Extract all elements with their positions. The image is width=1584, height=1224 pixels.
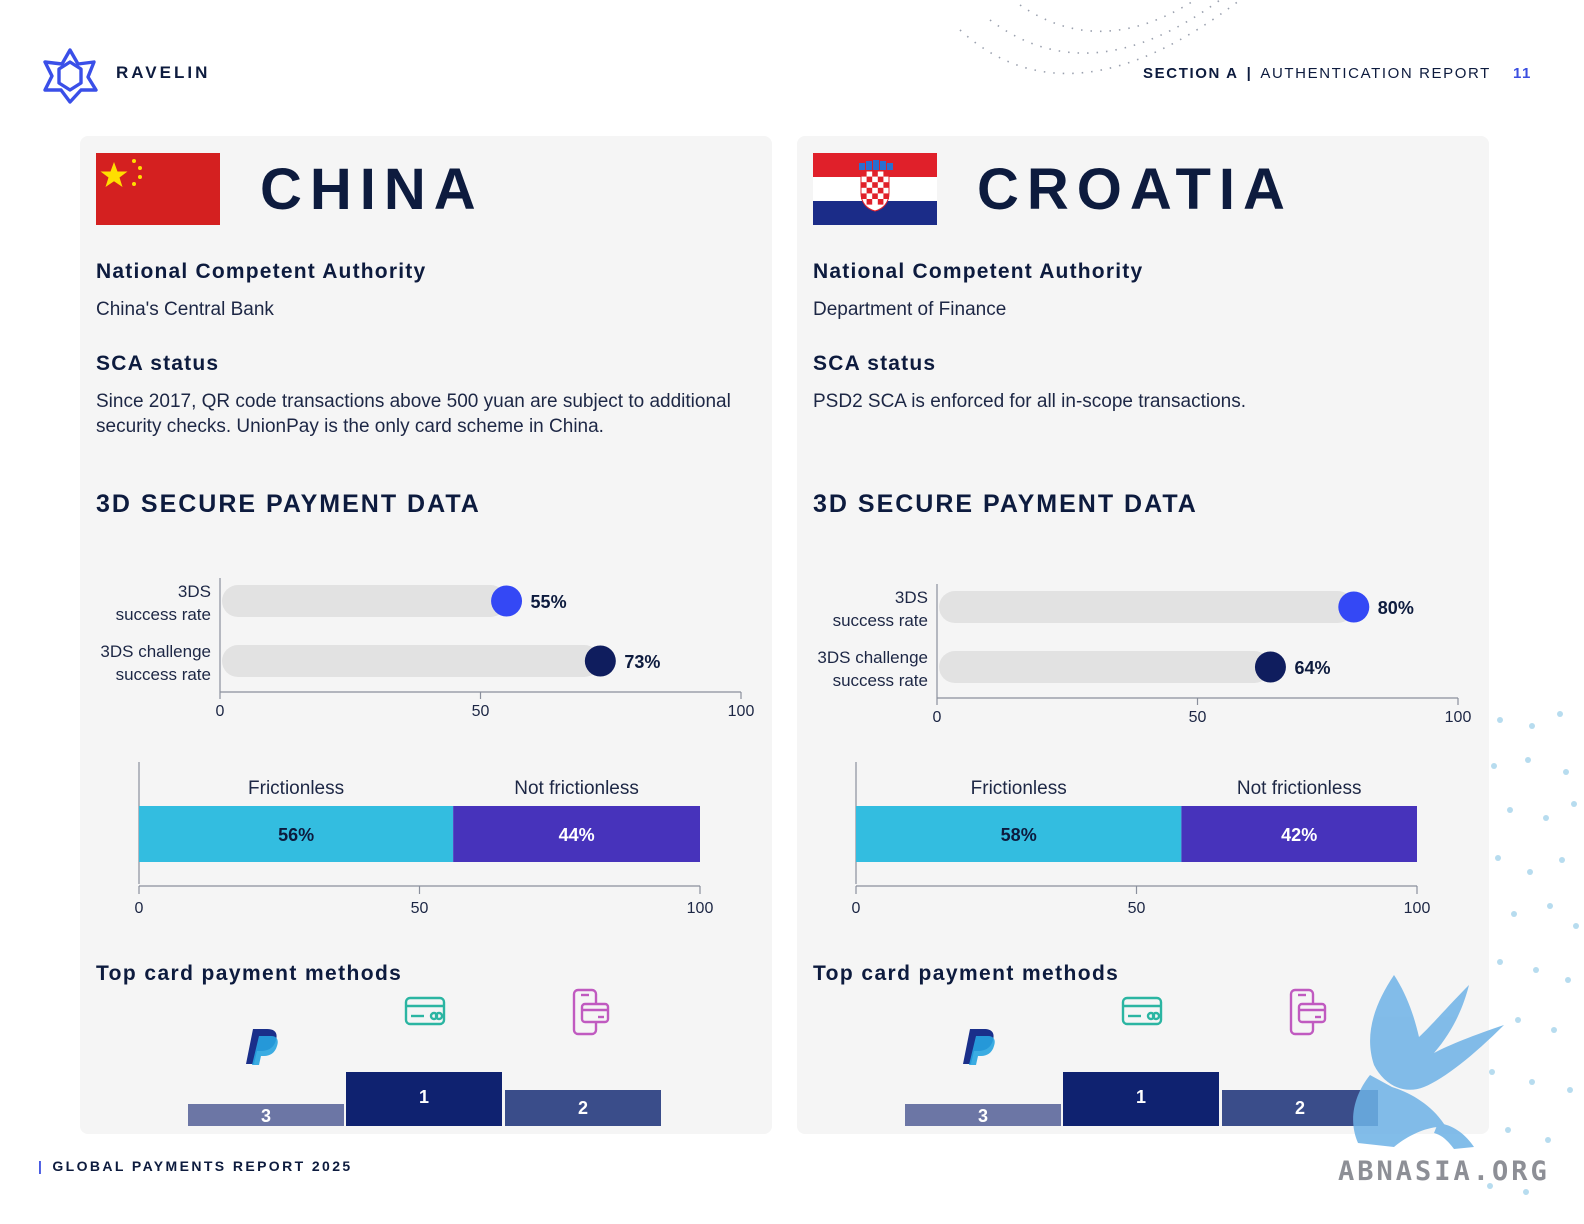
stacked-bar-chart: Frictionless 56% Not frictionless 44% 0 50 100 [80,758,772,928]
podium-step-3: 3 [905,1104,1061,1126]
segment-value-label: 56% [278,825,314,845]
mobile-wallet-icon [1289,988,1327,1036]
section-heading-3ds: 3D SECURE PAYMENT DATA [813,490,1198,519]
segment-value-label: 58% [1001,825,1037,845]
section-label: SECTION A [1143,65,1239,82]
watermark-text: ABNASIA.ORG [1338,1156,1550,1187]
value-dot [585,646,616,677]
sca-heading: SCA status [813,352,936,376]
value-label: 73% [624,652,660,672]
mobile-wallet-icon [572,988,610,1036]
x-tick-label: 0 [852,900,861,917]
category-label: 3DS success rate [116,582,211,624]
dotted-arc-decoration [950,0,1270,110]
x-tick-label: 100 [687,900,714,917]
report-title: AUTHENTICATION REPORT [1260,65,1491,82]
x-tick-label: 50 [411,900,429,917]
legend-label: Frictionless [248,778,344,799]
griffin-watermark-icon [1334,975,1510,1155]
header-separator: | [1247,65,1253,82]
value-dot [1255,652,1286,683]
page-number: 11 [1513,65,1532,82]
header-section-info: SECTION A | AUTHENTICATION REPORT 11 [1143,65,1532,82]
paypal-icon [963,1026,997,1066]
x-tick-label: 100 [1445,709,1472,726]
podium: 3 1 2 [897,1026,1377,1126]
value-label: 55% [531,592,567,612]
top-methods-heading: Top card payment methods [813,962,1119,986]
podium-step-2: 2 [505,1090,661,1126]
paypal-icon [246,1026,280,1066]
top-methods-heading: Top card payment methods [96,962,402,986]
credit-card-icon [1121,996,1163,1026]
legend-label: Not frictionless [1237,778,1362,799]
nca-heading: National Competent Authority [96,260,426,284]
segment-value-label: 42% [1281,825,1317,845]
x-tick-label: 100 [1404,900,1431,917]
footer-title: GLOBAL PAYMENTS REPORT 2025 [52,1158,352,1174]
footer: | GLOBAL PAYMENTS REPORT 2025 [38,1158,353,1174]
dot-bar-chart: 55% 3DS success rate 73% 3DS challenge succes… [80,572,772,722]
x-tick-label: 50 [1189,709,1207,726]
country-name: CHINA [260,156,484,223]
country-card-china: CHINA National Competent Authority China… [80,136,772,1134]
china-flag-icon [96,153,220,225]
bar-track [222,585,507,617]
bar-track [939,651,1270,683]
stacked-bar-chart: Frictionless 58% Not frictionless 42% 0 50 100 [797,758,1489,928]
brand-name: RAVELIN [116,63,210,83]
x-tick-label: 0 [933,709,942,726]
podium-step-1: 1 [346,1072,502,1126]
dot-bar-chart: 80% 3DS success rate 64% 3DS challenge succes… [797,578,1489,728]
category-label: 3DS challenge success rate [817,648,928,690]
sca-heading: SCA status [96,352,219,376]
podium: 3 1 2 [180,1026,660,1126]
sca-text: PSD2 SCA is enforced for all in-scope tr… [813,389,1463,414]
country-name: CROATIA [977,156,1293,223]
segment-value-label: 44% [559,825,595,845]
bar-track [222,645,600,677]
credit-card-icon [404,996,446,1026]
nca-value: Department of Finance [813,297,1463,322]
footer-bar: | [38,1158,44,1174]
x-tick-label: 0 [135,900,144,917]
podium-step-3: 3 [188,1104,344,1126]
legend-label: Not frictionless [514,778,639,799]
x-tick-label: 0 [216,703,225,720]
x-tick-label: 50 [1128,900,1146,917]
bar-track [939,591,1354,623]
value-label: 80% [1378,598,1414,618]
value-dot [1338,592,1369,623]
value-label: 64% [1294,658,1330,678]
podium-step-1: 1 [1063,1072,1219,1126]
nca-value: China's Central Bank [96,297,746,322]
croatia-flag-icon [813,153,937,225]
x-tick-label: 50 [472,703,490,720]
x-tick-label: 100 [728,703,755,720]
section-heading-3ds: 3D SECURE PAYMENT DATA [96,490,481,519]
category-label: 3DS challenge success rate [100,642,211,684]
category-label: 3DS success rate [833,588,928,630]
sca-text: Since 2017, QR code transactions above 5… [96,389,746,439]
legend-label: Frictionless [971,778,1067,799]
nca-heading: National Competent Authority [813,260,1143,284]
ravelin-logo-icon [38,44,102,108]
value-dot [491,586,522,617]
